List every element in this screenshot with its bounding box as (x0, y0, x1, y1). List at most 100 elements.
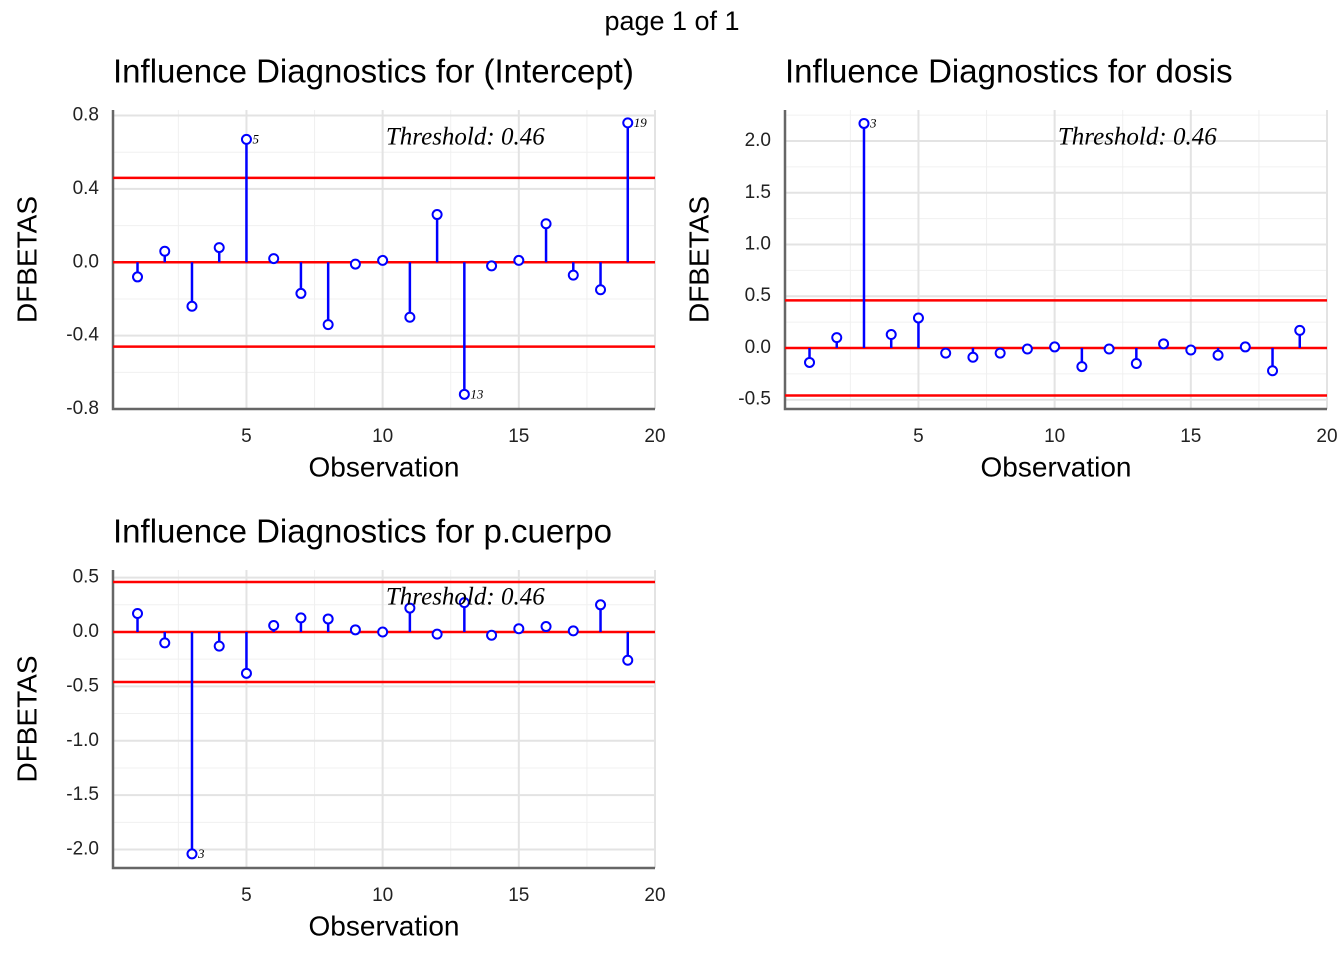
point (1267, 365, 1279, 377)
annotation: Threshold: 0.46 (386, 584, 545, 611)
page-title: page 1 of 1 (604, 6, 739, 36)
y-axis-label: DFBETAS (683, 196, 714, 323)
y-tick-label: -0.4 (66, 325, 99, 346)
point (458, 388, 470, 400)
point (1021, 343, 1033, 355)
point (240, 133, 252, 145)
y-tick-label: 0.0 (745, 337, 771, 358)
annotation: Threshold: 0.46 (1058, 124, 1217, 151)
axis-line (111, 110, 655, 411)
y-tick-label: -1.5 (66, 784, 99, 805)
annotation: Threshold: 0.46 (386, 124, 545, 151)
point (159, 637, 171, 649)
point (240, 667, 252, 679)
point (540, 621, 552, 633)
point-label: 3 (869, 115, 877, 130)
y-tick-label: -0.5 (66, 675, 99, 696)
point (268, 619, 280, 631)
x-tick-label: 15 (1180, 426, 1201, 447)
x-tick-label: 10 (372, 426, 393, 447)
point (404, 602, 416, 614)
point (831, 332, 843, 344)
x-axis-label: Observation (981, 451, 1132, 482)
x-tick-label: 10 (372, 885, 393, 906)
point (322, 613, 334, 625)
y-tick-label: 0.4 (73, 178, 100, 199)
point (1239, 341, 1251, 353)
y-tick-label: 1.0 (745, 234, 771, 255)
x-tick-label: 20 (644, 426, 665, 447)
x-tick-label: 5 (913, 426, 924, 447)
y-tick-label: 0.0 (73, 621, 99, 642)
point (404, 311, 416, 323)
point (567, 269, 579, 281)
point (349, 258, 361, 270)
point (349, 624, 361, 636)
y-tick-label: -2.0 (66, 839, 99, 860)
y-tick-label: -1.0 (66, 730, 99, 751)
x-tick-label: 5 (241, 885, 252, 906)
chart-title: Influence Diagnostics for dosis (785, 53, 1233, 90)
chart-title: Influence Diagnostics for (Intercept) (113, 53, 634, 90)
point (1212, 349, 1224, 361)
point-label: 3 (197, 846, 205, 861)
point (1049, 341, 1061, 353)
y-tick-label: 0.8 (73, 105, 99, 126)
point (1185, 344, 1197, 356)
point (513, 254, 525, 266)
chart-title: Influence Diagnostics for p.cuerpo (113, 513, 612, 550)
point-label: 13 (470, 386, 484, 401)
point (595, 284, 607, 296)
point (967, 351, 979, 363)
point-label: 19 (634, 115, 648, 130)
y-axis-label: DFBETAS (11, 196, 42, 323)
point (513, 623, 525, 635)
x-tick-label: 15 (508, 426, 529, 447)
x-axis-label: Observation (309, 910, 460, 941)
y-tick-label: 1.5 (745, 182, 771, 203)
point (1158, 338, 1170, 350)
axis-line (111, 570, 655, 870)
point (622, 654, 634, 666)
point (1103, 343, 1115, 355)
point (622, 117, 634, 129)
y-tick-label: 0.0 (73, 251, 99, 272)
point (159, 245, 171, 257)
y-axis-label: DFBETAS (11, 655, 42, 782)
y-tick-label: -0.5 (738, 389, 771, 410)
point (885, 329, 897, 341)
point (213, 242, 225, 254)
point (431, 628, 443, 640)
point (1130, 357, 1142, 369)
point (186, 300, 198, 312)
point (486, 629, 498, 641)
point (132, 271, 144, 283)
y-tick-label: 0.5 (745, 285, 771, 306)
point (186, 848, 198, 860)
point (322, 319, 334, 331)
point (486, 260, 498, 272)
point (132, 608, 144, 620)
x-tick-label: 10 (1044, 426, 1065, 447)
point (912, 312, 924, 324)
x-tick-label: 15 (508, 885, 529, 906)
point (1294, 324, 1306, 336)
point (377, 626, 389, 638)
point (268, 253, 280, 265)
point (1076, 361, 1088, 373)
y-tick-label: 2.0 (745, 130, 771, 151)
point (858, 117, 870, 129)
x-tick-label: 20 (644, 885, 665, 906)
point (213, 640, 225, 652)
point (377, 254, 389, 266)
x-axis-label: Observation (309, 451, 460, 482)
point (540, 218, 552, 230)
y-tick-label: -0.8 (66, 398, 99, 419)
point (994, 347, 1006, 359)
point (567, 625, 579, 637)
point (595, 599, 607, 611)
point (804, 356, 816, 368)
axis-line (783, 110, 1327, 411)
